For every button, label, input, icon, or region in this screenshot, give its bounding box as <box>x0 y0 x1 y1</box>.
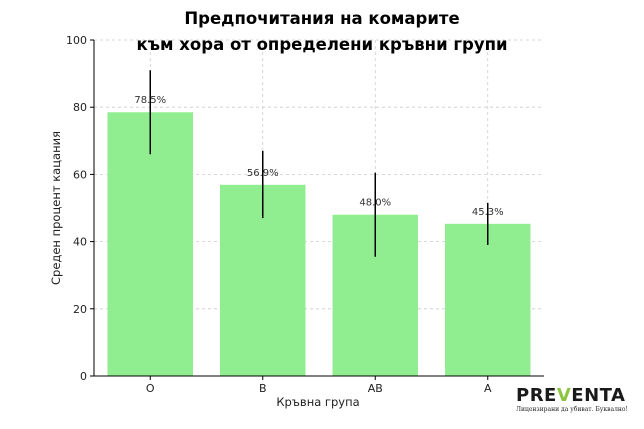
value-labels: 78.5% 56.9% 48.0% 45.3% <box>134 95 503 218</box>
value-label: 48.0% <box>359 198 391 209</box>
x-tick-label: AB <box>368 382 383 395</box>
x-axis-label: Кръвна група <box>276 395 359 409</box>
value-label: 56.9% <box>247 168 279 179</box>
x-tick-label: B <box>259 382 267 395</box>
y-tick-label: 80 <box>73 101 87 114</box>
chart-title: Предпочитания на комарите към хора от оп… <box>0 6 644 58</box>
y-tick-label: 20 <box>73 303 87 316</box>
logo-wordmark: PREVENTA <box>516 385 626 406</box>
y-tick-label: 100 <box>66 34 87 47</box>
tick-labels: 0 20 40 60 80 100 O B AB A <box>66 34 492 395</box>
value-label: 78.5% <box>134 95 166 106</box>
logo-tagline: Лицензирани да убиват. Буквално! <box>516 406 628 413</box>
preventa-logo: PREVENTA Лицензирани да убиват. Буквално… <box>516 386 636 414</box>
x-tick-label: A <box>484 382 492 395</box>
bar-o <box>107 112 193 377</box>
value-label: 45.3% <box>472 207 504 218</box>
y-tick-label: 60 <box>73 168 87 181</box>
bar-a <box>445 223 531 376</box>
bars <box>107 112 531 377</box>
y-tick-label: 0 <box>80 370 87 383</box>
y-axis-label: Среден процент кацания <box>49 131 63 285</box>
chart-title-line-1: Предпочитания на комарите <box>184 9 460 28</box>
x-tick-label: O <box>146 382 155 395</box>
error-bars <box>149 70 489 257</box>
chart-title-line-2: към хора от определени кръвни групи <box>136 35 508 54</box>
axes <box>90 39 544 380</box>
y-tick-label: 40 <box>73 236 87 249</box>
